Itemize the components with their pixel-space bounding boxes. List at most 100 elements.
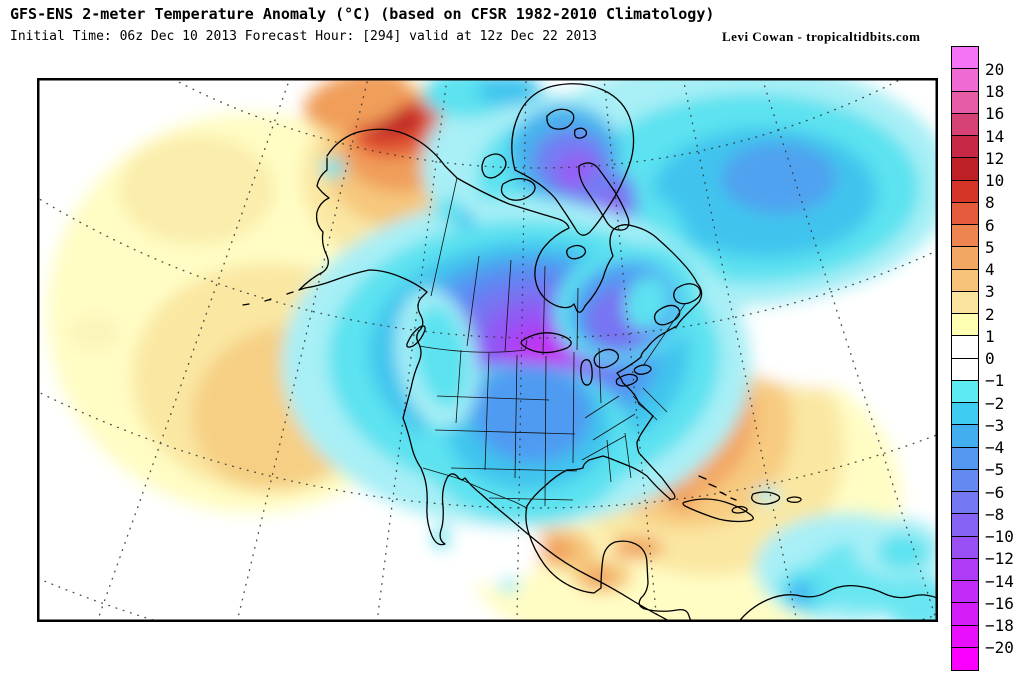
colorbar-tick-label: −16 <box>985 593 1014 613</box>
colorbar-tick-label: −3 <box>985 415 1005 435</box>
colorbar-tick-label: 0 <box>985 349 995 368</box>
anomaly-blob <box>321 158 345 178</box>
colorbar-tick-label: −20 <box>985 638 1014 658</box>
colorbar-cell <box>952 336 978 359</box>
colorbar-tick-label: 4 <box>985 260 995 279</box>
coast-atlantic-islands <box>653 283 702 326</box>
coastlines <box>242 83 938 622</box>
aleutian-islands <box>242 291 294 306</box>
colorbar-cell <box>952 136 978 159</box>
anomaly-blob <box>472 363 592 463</box>
colorbar-cell <box>952 113 978 136</box>
colorbar-cell <box>952 247 978 270</box>
coast-south-america <box>737 584 938 622</box>
colorbar-tick-label: 1 <box>985 326 995 346</box>
coast-arctic-islands <box>481 108 630 260</box>
anomaly-blob <box>498 577 520 593</box>
us-canada-border <box>418 339 528 353</box>
colorbar-tick-label: −1 <box>985 371 1005 391</box>
colorbar-cell <box>952 358 978 381</box>
colorbar-cell <box>952 558 978 581</box>
page-title: GFS-ENS 2-meter Temperature Anomaly (°C)… <box>10 5 715 23</box>
colorbar-cell <box>952 403 978 426</box>
colorbar-tick-label: 5 <box>985 237 995 257</box>
colorbar-tick-label: −4 <box>985 438 1005 457</box>
anomaly-blob <box>442 510 542 586</box>
colorbar-cell <box>952 514 978 537</box>
colorbar-cell <box>952 625 978 648</box>
anomaly-blob <box>885 580 938 622</box>
colorbar-cell <box>952 425 978 448</box>
colorbar-cell <box>952 536 978 559</box>
anomaly-blob <box>585 569 613 587</box>
anomaly-blob <box>624 275 670 331</box>
temperature-anomaly-field <box>47 78 938 622</box>
coast-vancouver-island <box>406 325 426 348</box>
anomaly-blob <box>69 315 121 351</box>
anomaly-blob <box>755 487 779 503</box>
colorbar-tick-label: 18 <box>985 82 1005 101</box>
colorbar-cell <box>952 647 978 670</box>
colorbar-tick-label: −14 <box>985 571 1014 591</box>
anomaly-map <box>37 78 938 622</box>
colorbar-cell <box>952 47 978 70</box>
colorbar-tick-label: −18 <box>985 616 1014 635</box>
coast-greenland <box>511 83 635 236</box>
colorbar <box>951 46 979 671</box>
credit-text: Levi Cowan - tropicaltidbits.com <box>722 29 921 44</box>
colorbar-tick-label: 2 <box>985 304 995 324</box>
anomaly-blob <box>539 538 575 562</box>
map-frame <box>37 78 938 622</box>
colorbar-cell <box>952 69 978 92</box>
colorbar-tick-label: −12 <box>985 549 1014 569</box>
anomaly-blob <box>877 534 929 570</box>
st-lawrence-river <box>642 303 686 367</box>
colorbar-cell <box>952 291 978 314</box>
state-borders <box>434 347 668 507</box>
colorbar-tick-label: −2 <box>985 393 1005 413</box>
anomaly-blob <box>477 78 541 106</box>
colorbar-cell <box>952 492 978 515</box>
colorbar-cell <box>952 269 978 292</box>
colorbar-tick-label: −10 <box>985 527 1014 546</box>
forecast-subtitle: Initial Time: 06z Dec 10 2013 Forecast H… <box>10 29 597 44</box>
colorbar-tick-label: 6 <box>985 215 995 235</box>
colorbar-cell <box>952 380 978 403</box>
anomaly-blob <box>119 135 275 245</box>
colorbar-cell <box>952 469 978 492</box>
colorbar-tick-label: 8 <box>985 193 995 213</box>
colorbar-cell <box>952 603 978 626</box>
great-lakes <box>520 332 652 387</box>
anomaly-blob <box>413 304 469 408</box>
colorbar-tick-label: −5 <box>985 460 1005 480</box>
coast-north-america <box>298 128 703 622</box>
colorbar-cell <box>952 180 978 203</box>
colorbar-tick-label: 12 <box>985 148 1005 168</box>
alaska-yukon-border <box>430 177 458 297</box>
colorbar-cell <box>952 91 978 114</box>
anomaly-blob <box>611 536 663 560</box>
political-borders <box>418 177 686 509</box>
colorbar-labels: 20 18 16 14 12 10 8 6 5 4 3 2 1 0 −1 −2 −3 −4 −5 −6 −8 −10 −12… <box>985 46 1023 670</box>
colorbar-tick-label: −8 <box>985 504 1005 524</box>
anomaly-blob <box>721 142 837 214</box>
anomaly-blob <box>789 582 813 604</box>
colorbar-tick-label: 16 <box>985 104 1005 124</box>
province-borders <box>466 255 579 356</box>
colorbar-cell <box>952 158 978 181</box>
colorbar-tick-label: 10 <box>985 171 1005 190</box>
graticule <box>37 78 938 622</box>
colorbar-cell <box>952 225 978 248</box>
coast-caribbean-islands <box>682 475 802 523</box>
anomaly-blob <box>303 78 411 131</box>
colorbar-cell <box>952 314 978 337</box>
colorbar-cell <box>952 447 978 470</box>
anomaly-blob <box>432 525 452 551</box>
us-mexico-border <box>422 467 528 509</box>
colorbar-tick-label: −6 <box>985 482 1005 502</box>
colorbar-cell <box>952 581 978 604</box>
anomaly-blob <box>722 288 932 388</box>
colorbar-tick-label: 3 <box>985 282 995 302</box>
colorbar-tick-label: 14 <box>985 126 1005 146</box>
anomaly-blob <box>455 212 475 228</box>
